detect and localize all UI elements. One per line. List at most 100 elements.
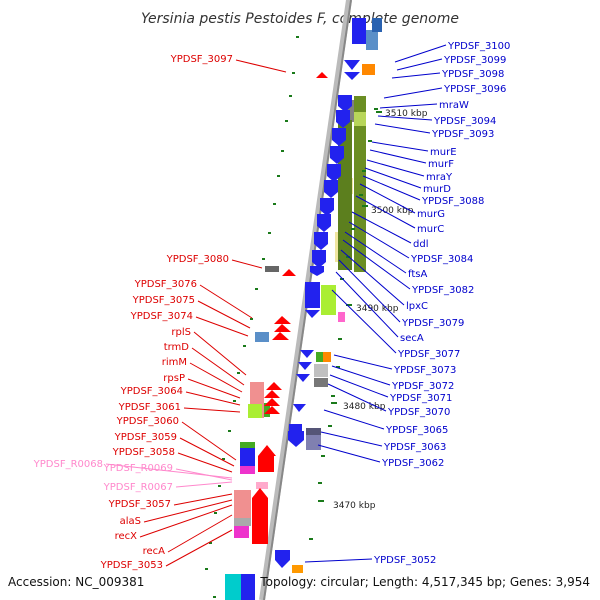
tick-dash — [214, 512, 217, 514]
gene-arrow — [298, 362, 312, 370]
gene-label: recX — [115, 531, 138, 542]
gene-label: YPDSF_3098 — [441, 69, 504, 80]
tick-dash — [289, 95, 292, 97]
gene-block — [372, 18, 382, 32]
gene-arrow — [258, 445, 276, 456]
gene-label: YPDSF_3072 — [391, 381, 454, 392]
gene-label: YPDSF_3084 — [410, 254, 473, 265]
gene-block — [240, 442, 255, 448]
gene-label: ftsA — [408, 269, 427, 280]
gene-label: mraY — [426, 172, 453, 183]
gene-arrow — [316, 72, 328, 78]
gene-block — [241, 574, 255, 600]
gene-block — [314, 378, 328, 387]
gene-block — [314, 364, 328, 377]
gene-label: YPDSF_3059 — [114, 432, 177, 443]
tick-dash — [228, 430, 231, 432]
tick-dash — [318, 482, 322, 484]
tick-dash — [237, 372, 240, 374]
gene-block — [338, 312, 345, 322]
gene-block — [354, 112, 366, 126]
gene-arrow — [252, 488, 268, 498]
gene-arrow — [330, 146, 344, 164]
gene-label: YPDSF_3093 — [431, 129, 494, 140]
tick-dash — [233, 400, 236, 402]
tick-dash — [213, 596, 216, 598]
tick-dash — [351, 228, 355, 230]
gene-label: YPDSF_3077 — [397, 349, 460, 360]
tick-dash — [209, 542, 212, 544]
gene-label: YPDSF_3073 — [393, 365, 456, 376]
kbp-tick-label: 3470 kbp — [333, 501, 376, 511]
kbp-tick — [331, 402, 337, 404]
gene-label: recA — [143, 546, 166, 557]
gene-arrow — [282, 269, 296, 276]
tick-dash — [255, 288, 258, 290]
gene-block — [264, 403, 270, 417]
kbp-tick — [362, 205, 368, 207]
gene-block — [292, 565, 303, 573]
gene-label: YPDSF_3076 — [134, 279, 197, 290]
gene-label: murD — [423, 184, 451, 195]
gene-arrow — [266, 382, 282, 390]
gene-label: YPDSF_3075 — [132, 295, 195, 306]
tick-dash — [273, 203, 276, 205]
tick-dash — [336, 366, 340, 368]
gene-label: YPDSF_3062 — [381, 458, 444, 469]
tick-dash — [250, 318, 253, 320]
gene-arrow — [344, 60, 360, 70]
gene-arrow — [264, 406, 280, 414]
gene-block — [234, 518, 251, 526]
gene-label: rplS — [171, 327, 191, 338]
tick-dash — [309, 538, 313, 540]
gene-block — [252, 498, 268, 544]
gene-block — [316, 352, 323, 362]
gene-label: YPDSF_3057 — [108, 499, 171, 510]
gene-block — [362, 64, 375, 75]
tick-dash — [281, 150, 284, 152]
reverse-strand-labels: YPDSF_3100 YPDSF_3099 YPDSF_3098 YPDSF_3… — [304, 41, 510, 566]
tick-dash — [205, 568, 208, 570]
gene-arrow — [314, 232, 328, 250]
tick-dash — [277, 175, 280, 177]
gene-arrow — [305, 310, 320, 318]
gene-block — [258, 456, 274, 472]
gene-arrow — [274, 324, 291, 332]
tick-dash — [368, 140, 372, 142]
gene-block — [289, 424, 302, 431]
gene-label: YPDSF_3063 — [383, 442, 446, 453]
gene-block — [352, 18, 366, 44]
gene-block — [234, 526, 249, 538]
gene-block — [240, 466, 255, 474]
gene-label: YPDSF_3058 — [112, 447, 175, 458]
tick-dash — [328, 425, 332, 427]
gene-label: YPDSF_3074 — [130, 311, 193, 322]
gene-arrow — [274, 316, 291, 324]
gene-label: YPDSF_3064 — [120, 386, 183, 397]
gene-label: YPDSF_3097 — [170, 54, 233, 65]
gene-arrow — [312, 250, 326, 268]
gene-block — [321, 285, 336, 315]
gene-arrow — [288, 431, 304, 447]
gene-label: secA — [400, 333, 424, 344]
gene-block — [306, 428, 321, 435]
tick-dash — [321, 455, 325, 457]
kbp-tick-label: 3510 kbp — [385, 109, 428, 119]
gene-arrow — [293, 404, 306, 412]
gene-arrow — [320, 198, 334, 216]
gene-block — [255, 332, 269, 342]
kbp-tick-label: 3480 kbp — [343, 402, 386, 412]
tick-dash — [292, 72, 295, 74]
gene-arrow — [272, 332, 289, 340]
gene-label: YPDSF_3099 — [443, 55, 506, 66]
kbp-tick — [318, 500, 324, 502]
tick-dash — [346, 256, 350, 258]
gene-label: murE — [430, 147, 457, 158]
tick-dash — [285, 120, 288, 122]
gene-label: YPDSF_3060 — [116, 416, 179, 427]
gene-label: YPDSF_3096 — [443, 84, 506, 95]
gene-label: murF — [428, 159, 454, 170]
forward-strand-labels: YPDSF_3097 YPDSF_3080 YPDSF_3076 YPDSF_3… — [33, 54, 287, 571]
